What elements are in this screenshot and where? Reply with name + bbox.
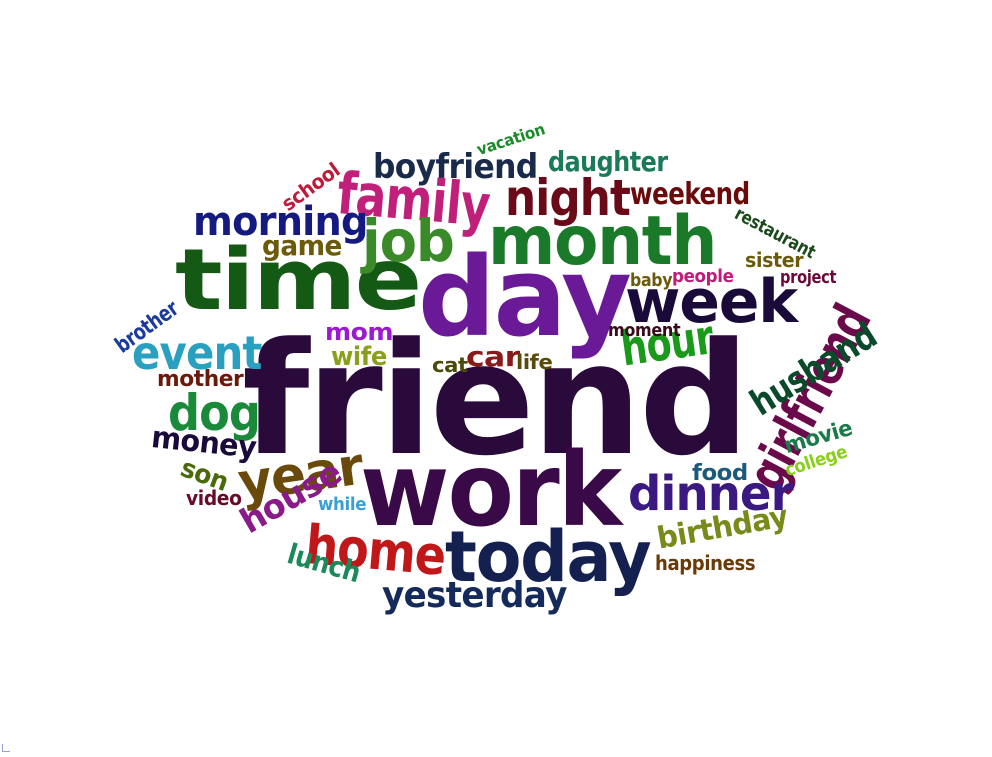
- word-video: video: [186, 486, 242, 510]
- word-week: week: [625, 267, 798, 337]
- corner-mark: [2, 744, 10, 752]
- word-today: today: [445, 516, 652, 598]
- word-while: while: [318, 494, 367, 515]
- word-weekend: weekend: [630, 177, 750, 212]
- word-job: job: [362, 207, 455, 275]
- word-boyfriend: boyfriend: [373, 147, 538, 187]
- word-mom: mom: [325, 318, 394, 346]
- word-event: event: [132, 326, 262, 380]
- word-project: project: [780, 267, 837, 288]
- word-month: month: [488, 202, 717, 281]
- word-time: time: [175, 231, 422, 330]
- word-friend: friend: [242, 309, 750, 490]
- word-day: day: [418, 233, 632, 361]
- word-people: people: [672, 266, 734, 287]
- word-baby: baby: [630, 270, 673, 291]
- word-money: money: [149, 420, 258, 466]
- word-life: life: [516, 350, 553, 374]
- word-daughter: daughter: [548, 145, 668, 178]
- word-food: food: [692, 461, 748, 486]
- word-happiness: happiness: [655, 551, 756, 575]
- word-morning: morning: [193, 199, 368, 245]
- word-game: game: [262, 229, 342, 262]
- word-cat: cat: [432, 353, 468, 377]
- word-mother: mother: [157, 367, 244, 392]
- word-sister: sister: [745, 248, 804, 272]
- word-night: night: [505, 169, 631, 227]
- word-dog: dog: [168, 384, 261, 442]
- word-moment: moment: [608, 320, 681, 341]
- word-yesterday: yesterday: [382, 575, 567, 616]
- word-wife: wife: [331, 342, 387, 372]
- word-work: work: [360, 431, 622, 550]
- word-car: car: [466, 340, 520, 373]
- word-dinner: dinner: [628, 466, 794, 522]
